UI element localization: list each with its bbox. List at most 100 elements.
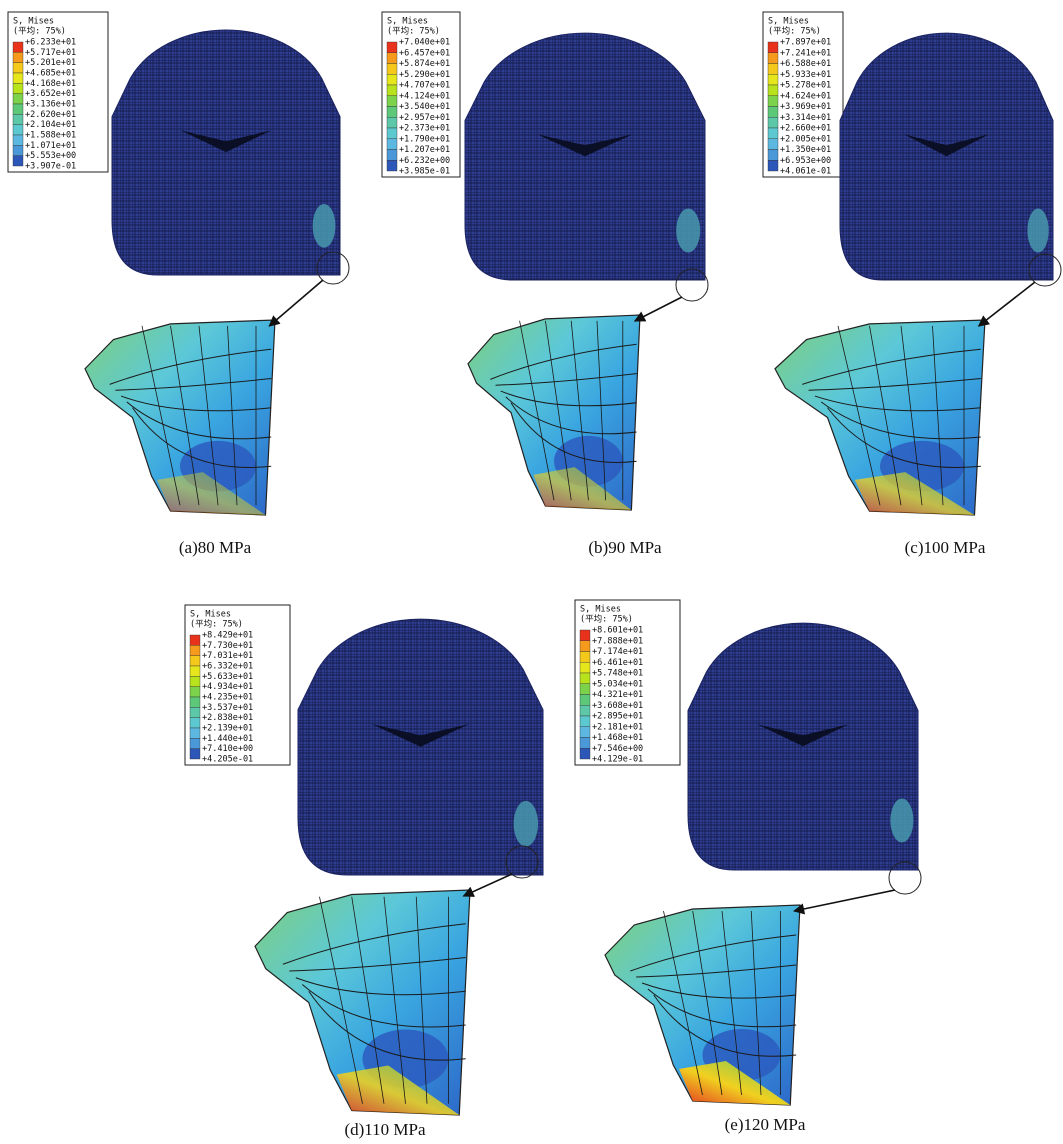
legend-value: +3.537e+01 bbox=[202, 703, 253, 713]
legend-value: +6.233e+01 bbox=[25, 38, 76, 48]
legend-swatch bbox=[768, 42, 778, 53]
legend-value: +7.174e+01 bbox=[592, 647, 643, 657]
legend-value: +5.748e+01 bbox=[592, 669, 643, 679]
legend-swatch bbox=[190, 645, 200, 655]
legend-value: +6.232e+00 bbox=[399, 156, 450, 166]
legend-swatch bbox=[13, 94, 23, 104]
legend-swatch bbox=[387, 150, 397, 161]
legend-swatch bbox=[580, 727, 590, 738]
arrow bbox=[635, 297, 682, 321]
legend-value: +4.124e+01 bbox=[399, 91, 450, 101]
legend-swatch bbox=[13, 156, 23, 166]
legend-swatch bbox=[580, 652, 590, 663]
legend-value: +4.129e-01 bbox=[592, 755, 643, 765]
legend-swatch bbox=[13, 83, 23, 93]
legend-value: +1.468e+01 bbox=[592, 733, 643, 743]
legend-swatch bbox=[13, 52, 23, 62]
legend-swatch bbox=[768, 85, 778, 96]
legend-value: +7.897e+01 bbox=[780, 38, 831, 48]
legend-value: +1.440e+01 bbox=[202, 734, 253, 744]
legend-value: +6.332e+01 bbox=[202, 662, 253, 672]
legend-value: +7.040e+01 bbox=[399, 38, 450, 48]
legend-swatch bbox=[13, 135, 23, 145]
legend-value: +4.934e+01 bbox=[202, 682, 253, 692]
legend-swatch bbox=[190, 656, 200, 666]
caption: (e)120 MPa bbox=[725, 1115, 806, 1134]
arrow bbox=[269, 280, 323, 326]
legend-value: +4.321e+01 bbox=[592, 690, 643, 700]
legend-value: +5.633e+01 bbox=[202, 672, 253, 682]
legend-value: +4.168e+01 bbox=[25, 79, 76, 89]
legend-swatch bbox=[580, 684, 590, 695]
legend-swatch bbox=[13, 63, 23, 73]
legend-swatch bbox=[768, 139, 778, 150]
legend-subtitle: (平均: 75%) bbox=[580, 614, 633, 625]
legend-swatch bbox=[387, 160, 397, 171]
legend-value: +5.874e+01 bbox=[399, 59, 450, 69]
legend-swatch bbox=[387, 96, 397, 107]
legend-swatch bbox=[768, 64, 778, 75]
legend-value: +3.314e+01 bbox=[780, 113, 831, 123]
legend-swatch bbox=[580, 705, 590, 716]
panel: S, Mises(平均: 75%)+6.233e+01+5.717e+01+5.… bbox=[8, 12, 349, 557]
legend-swatch bbox=[580, 748, 590, 759]
legend-value: +1.790e+01 bbox=[399, 134, 450, 144]
legend-value: +3.985e-01 bbox=[399, 167, 450, 177]
legend-value: +3.136e+01 bbox=[25, 100, 76, 110]
stress-spot bbox=[514, 801, 539, 847]
arrow bbox=[794, 890, 895, 911]
stress-spot bbox=[1027, 209, 1048, 253]
mesh-body bbox=[688, 623, 918, 870]
legend-value: +2.838e+01 bbox=[202, 713, 253, 723]
legend-value: +4.061e-01 bbox=[780, 167, 831, 177]
legend-value: +4.624e+01 bbox=[780, 91, 831, 101]
legend-swatch bbox=[387, 42, 397, 53]
legend-value: +3.907e-01 bbox=[25, 162, 76, 172]
legend-swatch bbox=[190, 718, 200, 728]
legend-value: +2.373e+01 bbox=[399, 124, 450, 134]
legend-value: +5.201e+01 bbox=[25, 58, 76, 68]
legend-value: +3.652e+01 bbox=[25, 89, 76, 99]
mesh-body bbox=[465, 33, 705, 280]
mesh-body bbox=[112, 30, 340, 275]
legend-value: +5.933e+01 bbox=[780, 70, 831, 80]
legend-swatch bbox=[768, 150, 778, 161]
legend-title: S, Mises bbox=[190, 610, 231, 620]
caption: (c)100 MPa bbox=[905, 538, 986, 557]
legend-swatch bbox=[190, 635, 200, 645]
legend-value: +5.717e+01 bbox=[25, 48, 76, 58]
figure: S, Mises(平均: 75%)+6.233e+01+5.717e+01+5.… bbox=[0, 0, 1063, 1144]
panel: S, Mises(平均: 75%)+7.040e+01+6.457e+01+5.… bbox=[382, 12, 708, 557]
legend-swatch bbox=[387, 139, 397, 150]
legend-value: +6.953e+00 bbox=[780, 156, 831, 166]
legend-value: +4.205e-01 bbox=[202, 755, 253, 765]
legend-swatch bbox=[580, 662, 590, 673]
legend-swatch bbox=[387, 53, 397, 64]
legend-title: S, Mises bbox=[768, 17, 809, 27]
legend-value: +4.685e+01 bbox=[25, 69, 76, 79]
legend-swatch bbox=[190, 749, 200, 759]
legend-value: +1.350e+01 bbox=[780, 145, 831, 155]
legend-swatch bbox=[190, 738, 200, 748]
legend-value: +7.546e+00 bbox=[592, 744, 643, 754]
legend-swatch bbox=[13, 42, 23, 52]
legend-value: +2.895e+01 bbox=[592, 712, 643, 722]
legend-swatch bbox=[190, 707, 200, 717]
legend-subtitle: (平均: 75%) bbox=[768, 26, 821, 37]
legend-swatch bbox=[190, 676, 200, 686]
arrow bbox=[464, 874, 512, 896]
caption: (a)80 MPa bbox=[179, 538, 252, 557]
legend-value: +4.707e+01 bbox=[399, 81, 450, 91]
panel: S, Mises(平均: 75%)+8.601e+01+7.888e+01+7.… bbox=[575, 600, 921, 1134]
legend-title: S, Mises bbox=[580, 605, 621, 615]
legend-value: +5.034e+01 bbox=[592, 679, 643, 689]
legend-swatch bbox=[768, 160, 778, 171]
legend-swatch bbox=[387, 128, 397, 139]
legend-value: +6.461e+01 bbox=[592, 658, 643, 668]
legend-swatch bbox=[387, 85, 397, 96]
legend-value: +2.660e+01 bbox=[780, 124, 831, 134]
legend-swatch bbox=[190, 728, 200, 738]
legend-swatch bbox=[580, 716, 590, 727]
legend-swatch bbox=[768, 53, 778, 64]
legend-value: +7.410e+00 bbox=[202, 744, 253, 754]
